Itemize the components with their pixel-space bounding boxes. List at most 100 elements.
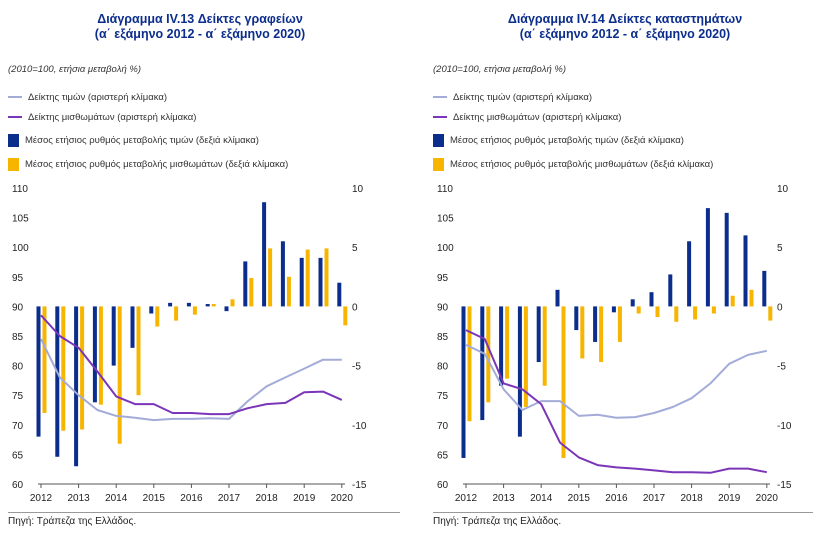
rent-growth-bar xyxy=(523,306,528,408)
x-tick-label: 2020 xyxy=(756,493,779,504)
rent-growth-bar xyxy=(249,277,254,307)
right-tick-label: -10 xyxy=(777,421,792,432)
price-growth-bar xyxy=(318,257,323,307)
chart-title: Διάγραμμα IV.13 Δείκτες γραφείων xyxy=(97,12,303,26)
left-tick-label: 95 xyxy=(12,273,24,284)
left-tick-label: 105 xyxy=(12,214,29,225)
left-tick-label: 70 xyxy=(12,421,24,432)
rent-index-line xyxy=(40,314,343,416)
price-growth-bar xyxy=(668,274,673,307)
legend-swatch xyxy=(8,96,22,98)
price-index-line xyxy=(465,343,768,419)
price-growth-bar xyxy=(705,208,710,307)
rent-growth-bar xyxy=(730,295,735,307)
left-tick-label: 85 xyxy=(437,332,449,343)
legend-swatch xyxy=(8,133,19,147)
x-tick-label: 2014 xyxy=(105,493,128,504)
x-tick-label: 2015 xyxy=(143,493,166,504)
right-tick-label: 5 xyxy=(777,243,783,254)
right-tick-label: 0 xyxy=(352,302,358,313)
chart-subtitle: (α΄ εξάμηνο 2012 - α΄ εξάμηνο 2020) xyxy=(94,27,306,41)
rent-growth-bar xyxy=(268,248,273,307)
left-tick-label: 75 xyxy=(437,391,449,402)
legend-swatch xyxy=(433,116,447,118)
price-growth-bar xyxy=(499,306,504,386)
rent-growth-bar xyxy=(711,306,716,314)
x-tick-label: 2016 xyxy=(180,493,203,504)
price-growth-bar xyxy=(461,306,466,458)
price-growth-bar xyxy=(55,306,60,457)
x-tick-label: 2020 xyxy=(331,493,354,504)
rent-growth-bar xyxy=(749,289,754,307)
left-tick-label: 65 xyxy=(12,450,24,461)
rent-growth-bar xyxy=(693,306,698,320)
rent-growth-bar xyxy=(674,306,679,322)
rent-growth-bar xyxy=(42,306,47,413)
legend-rent-growth: Μέσος ετήσιος ρυθμός μεταβολής μισθωμάτω… xyxy=(433,157,713,171)
left-tick-label: 100 xyxy=(437,243,454,254)
right-tick-label: 10 xyxy=(352,184,364,195)
legend-swatch xyxy=(433,157,444,171)
divider xyxy=(433,512,813,513)
chart-subtitle: (α΄ εξάμηνο 2012 - α΄ εξάμηνο 2020) xyxy=(519,27,731,41)
price-growth-bar xyxy=(149,306,154,314)
x-tick-label: 2012 xyxy=(30,493,53,504)
legend-swatch xyxy=(8,116,22,118)
left-tick-label: 90 xyxy=(437,302,449,313)
right-tick-label: -15 xyxy=(777,480,792,491)
right-tick-label: -15 xyxy=(352,480,367,491)
price-growth-bar xyxy=(536,306,541,363)
rent-growth-bar xyxy=(98,306,103,405)
left-tick-label: 60 xyxy=(12,480,24,491)
legend-swatch xyxy=(433,96,447,98)
rent-growth-bar xyxy=(61,306,66,431)
x-tick-label: 2013 xyxy=(492,493,515,504)
rent-growth-bar xyxy=(542,306,547,386)
price-index-line xyxy=(40,338,342,422)
rent-growth-bar xyxy=(192,306,197,315)
unit-note: (2010=100, ετήσια μεταβολή %) xyxy=(433,64,566,75)
price-growth-bar xyxy=(74,306,79,467)
left-tick-label: 85 xyxy=(12,332,24,343)
price-growth-bar xyxy=(262,202,267,307)
price-growth-bar xyxy=(130,306,135,348)
price-growth-bar xyxy=(168,302,173,307)
price-growth-bar xyxy=(762,270,767,307)
x-tick-label: 2013 xyxy=(67,493,90,504)
left-tick-label: 105 xyxy=(437,214,454,225)
price-growth-bar xyxy=(243,261,248,307)
rent-index-line xyxy=(465,329,767,474)
legend-swatch xyxy=(8,157,19,171)
right-tick-label: 0 xyxy=(777,302,783,313)
x-tick-label: 2016 xyxy=(605,493,628,504)
rent-growth-bar xyxy=(655,306,660,318)
legend-swatch xyxy=(433,133,444,147)
left-tick-label: 90 xyxy=(12,302,24,313)
chart-title: Διάγραμμα IV.14 Δείκτες καταστημάτων xyxy=(507,12,743,26)
rent-growth-bar xyxy=(211,304,216,307)
unit-note: (2010=100, ετήσια μεταβολή %) xyxy=(8,64,141,75)
legend-price-growth: Μέσος ετήσιος ρυθμός μεταβολής τιμών (δε… xyxy=(8,133,259,147)
left-tick-label: 95 xyxy=(437,273,449,284)
rent-growth-bar xyxy=(155,306,160,327)
left-tick-label: 80 xyxy=(437,362,449,373)
price-growth-bar xyxy=(111,306,116,366)
price-growth-bar xyxy=(337,282,342,307)
right-tick-label: -5 xyxy=(777,362,786,373)
price-growth-bar xyxy=(574,306,579,331)
rent-growth-bar xyxy=(80,306,85,430)
price-growth-bar xyxy=(205,304,210,307)
x-tick-label: 2012 xyxy=(455,493,478,504)
rent-growth-bar xyxy=(174,306,179,321)
right-tick-label: 5 xyxy=(352,243,358,254)
left-tick-label: 70 xyxy=(437,421,449,432)
price-growth-bar xyxy=(280,241,285,307)
rent-growth-bar xyxy=(136,306,141,396)
price-growth-bar xyxy=(743,235,748,307)
x-tick-label: 2017 xyxy=(643,493,666,504)
left-tick-label: 110 xyxy=(12,184,28,195)
left-tick-label: 80 xyxy=(12,362,24,373)
left-tick-label: 110 xyxy=(437,184,453,195)
right-tick-label: -10 xyxy=(352,421,367,432)
x-tick-label: 2019 xyxy=(293,493,316,504)
